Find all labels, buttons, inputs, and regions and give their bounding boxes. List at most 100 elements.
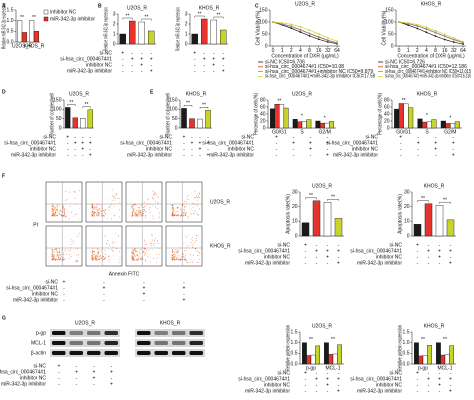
y-tick-label: 20 bbox=[292, 204, 298, 210]
x-tick-label: 64 bbox=[334, 48, 340, 54]
flow-dot bbox=[75, 213, 76, 215]
flow-dot bbox=[180, 259, 181, 261]
flow-dot bbox=[97, 251, 99, 253]
flow-dot bbox=[141, 213, 143, 215]
significance: * bbox=[324, 115, 326, 121]
significance: ** bbox=[421, 196, 425, 202]
flow-dot bbox=[53, 208, 55, 209]
bar bbox=[302, 342, 307, 365]
flow-dot bbox=[93, 212, 95, 214]
flow-dot bbox=[176, 251, 177, 253]
treatment-label: inhibitor NC bbox=[352, 146, 379, 152]
blot-band bbox=[189, 341, 203, 345]
treatment-sign: - bbox=[327, 388, 329, 394]
treatment-label: si-NC bbox=[278, 242, 291, 248]
flow-dot bbox=[58, 248, 60, 249]
bar bbox=[197, 118, 203, 129]
flow-dot bbox=[113, 195, 115, 197]
treatment-label: si-NC bbox=[160, 134, 173, 140]
flow-dot bbox=[95, 257, 97, 259]
flow-dot bbox=[141, 204, 142, 206]
flow-dot bbox=[59, 214, 61, 215]
flow-dot bbox=[69, 257, 70, 259]
panel-label: G bbox=[2, 315, 6, 321]
bar bbox=[444, 354, 450, 365]
flow-dot bbox=[185, 255, 187, 257]
flow-dot bbox=[136, 210, 138, 212]
flow-dot bbox=[62, 252, 64, 254]
treatment-sign: - bbox=[207, 134, 209, 140]
point bbox=[398, 21, 400, 23]
treatment-sign: - bbox=[293, 134, 295, 140]
flow-dot bbox=[143, 210, 145, 212]
treatment-label: inhibitor NC bbox=[376, 254, 403, 260]
flow-dot bbox=[176, 257, 178, 259]
flow-dot bbox=[176, 251, 178, 253]
flow-dot bbox=[64, 208, 66, 210]
flow-dot bbox=[180, 208, 182, 210]
treatment-sign: - bbox=[183, 152, 185, 158]
flow-dot bbox=[187, 246, 189, 248]
significance: ** bbox=[309, 193, 313, 199]
treatment-sign: - bbox=[74, 152, 76, 158]
flow-dot bbox=[184, 200, 185, 202]
bar bbox=[306, 119, 312, 129]
flow-dot bbox=[197, 255, 199, 257]
significance: ** bbox=[85, 102, 89, 108]
treatment-sign: + bbox=[452, 140, 455, 146]
flow-dot bbox=[197, 235, 199, 237]
treatment-sign: - bbox=[191, 152, 193, 158]
flow-x-label: Annexin FITC bbox=[109, 271, 140, 277]
flow-dot bbox=[133, 205, 135, 207]
bar bbox=[21, 32, 28, 43]
flow-dot bbox=[95, 255, 96, 257]
flow-dot bbox=[184, 206, 185, 208]
point bbox=[416, 25, 419, 27]
flow-dot bbox=[140, 258, 142, 260]
bar bbox=[394, 108, 400, 129]
flow-dot bbox=[131, 213, 133, 215]
blot-row-label: β-actin bbox=[31, 350, 46, 356]
flow-dot bbox=[192, 254, 194, 256]
flow-dot bbox=[151, 235, 153, 237]
flow-dot bbox=[112, 246, 114, 248]
treatment-sign: - bbox=[67, 140, 69, 146]
treatment-sign: + bbox=[315, 376, 318, 382]
bar bbox=[324, 342, 329, 365]
flow-dot bbox=[111, 199, 113, 201]
y-tick-label: 0.5 bbox=[291, 351, 298, 357]
treatment-sign: + bbox=[207, 140, 210, 146]
flow-dot bbox=[91, 213, 93, 215]
flow-dot bbox=[76, 255, 78, 256]
treatment-label: miR-342-3p inhibitor bbox=[245, 260, 290, 266]
flow-dot bbox=[51, 255, 53, 257]
flow-dot bbox=[113, 205, 115, 207]
flow-dot bbox=[132, 257, 133, 259]
treatment-sign: + bbox=[191, 140, 194, 146]
flow-dot bbox=[192, 206, 194, 208]
flow-dot bbox=[177, 215, 179, 217]
y-tick-label: 30 bbox=[292, 189, 298, 195]
flow-dot bbox=[104, 235, 106, 237]
flow-y-label: PI bbox=[33, 222, 38, 228]
flow-dot bbox=[98, 252, 99, 254]
flow-dot bbox=[193, 210, 195, 212]
flow-dot bbox=[53, 215, 55, 217]
point bbox=[434, 31, 437, 34]
treatment-sign: - bbox=[131, 62, 133, 68]
flow-dot bbox=[63, 215, 64, 217]
y-axis-label: Cell Viability(%) bbox=[255, 10, 261, 45]
x-tick-label: S bbox=[425, 129, 429, 135]
flow-dot bbox=[52, 259, 54, 261]
flow-dot bbox=[150, 257, 151, 259]
flow-dot bbox=[91, 258, 93, 260]
treatment-label: si-NC bbox=[100, 50, 113, 56]
flow-dot bbox=[135, 248, 136, 250]
flow-dot bbox=[99, 258, 101, 259]
flow-dot bbox=[184, 234, 186, 236]
treatment-sign: - bbox=[183, 146, 185, 152]
flow-dot bbox=[192, 244, 194, 246]
flow-dot bbox=[97, 257, 99, 258]
significance: ** bbox=[402, 98, 406, 104]
treatment-label: si-hsa_circ_0004674#1 bbox=[120, 140, 172, 146]
